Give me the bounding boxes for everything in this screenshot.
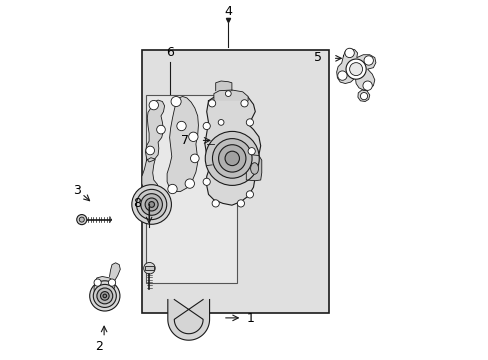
Circle shape <box>246 119 253 126</box>
Circle shape <box>208 100 215 107</box>
Circle shape <box>225 91 231 96</box>
Text: 2: 2 <box>95 340 102 353</box>
Polygon shape <box>336 49 375 90</box>
Circle shape <box>108 279 115 286</box>
Text: 7: 7 <box>181 134 188 147</box>
Polygon shape <box>145 100 164 162</box>
Polygon shape <box>204 92 260 205</box>
Circle shape <box>212 139 251 178</box>
Text: 6: 6 <box>165 46 173 59</box>
Text: 5: 5 <box>313 51 321 64</box>
Circle shape <box>346 59 366 79</box>
Circle shape <box>77 215 87 225</box>
Circle shape <box>177 121 186 131</box>
Circle shape <box>141 194 162 215</box>
Polygon shape <box>109 263 120 282</box>
Text: 8: 8 <box>133 197 141 210</box>
Circle shape <box>188 132 198 141</box>
Text: 1: 1 <box>246 312 254 325</box>
Circle shape <box>149 100 158 110</box>
Circle shape <box>79 217 84 222</box>
Circle shape <box>241 100 247 107</box>
Circle shape <box>349 63 362 76</box>
Circle shape <box>89 281 120 311</box>
Circle shape <box>205 131 259 185</box>
Circle shape <box>136 189 166 220</box>
Circle shape <box>101 292 109 300</box>
Circle shape <box>246 191 253 198</box>
Text: 3: 3 <box>73 184 81 197</box>
Circle shape <box>143 262 155 274</box>
Bar <box>145 95 237 283</box>
Bar <box>145 266 153 270</box>
Circle shape <box>362 81 371 90</box>
Circle shape <box>360 93 367 100</box>
Circle shape <box>145 198 158 211</box>
Polygon shape <box>94 276 115 297</box>
Circle shape <box>132 185 171 224</box>
Polygon shape <box>213 90 247 101</box>
Circle shape <box>103 294 106 298</box>
Circle shape <box>203 122 210 130</box>
Polygon shape <box>357 90 369 102</box>
Polygon shape <box>167 96 198 192</box>
Circle shape <box>218 120 224 125</box>
Circle shape <box>212 200 219 207</box>
Circle shape <box>148 202 154 207</box>
Circle shape <box>344 48 354 58</box>
Circle shape <box>185 179 194 188</box>
Circle shape <box>224 151 239 166</box>
Circle shape <box>218 145 245 172</box>
Circle shape <box>203 178 210 185</box>
Polygon shape <box>142 158 159 199</box>
Circle shape <box>145 146 154 155</box>
Circle shape <box>94 279 101 286</box>
Text: 4: 4 <box>224 5 232 18</box>
Circle shape <box>363 56 373 65</box>
Circle shape <box>337 71 346 80</box>
Circle shape <box>156 125 165 134</box>
Circle shape <box>237 200 244 207</box>
Bar <box>142 50 328 313</box>
Circle shape <box>93 284 116 307</box>
Polygon shape <box>167 300 209 340</box>
Polygon shape <box>246 155 261 181</box>
Polygon shape <box>215 81 231 91</box>
Circle shape <box>247 148 255 155</box>
Circle shape <box>167 184 177 194</box>
Circle shape <box>97 288 113 304</box>
Circle shape <box>171 96 181 107</box>
Circle shape <box>190 154 199 163</box>
Ellipse shape <box>250 163 258 174</box>
